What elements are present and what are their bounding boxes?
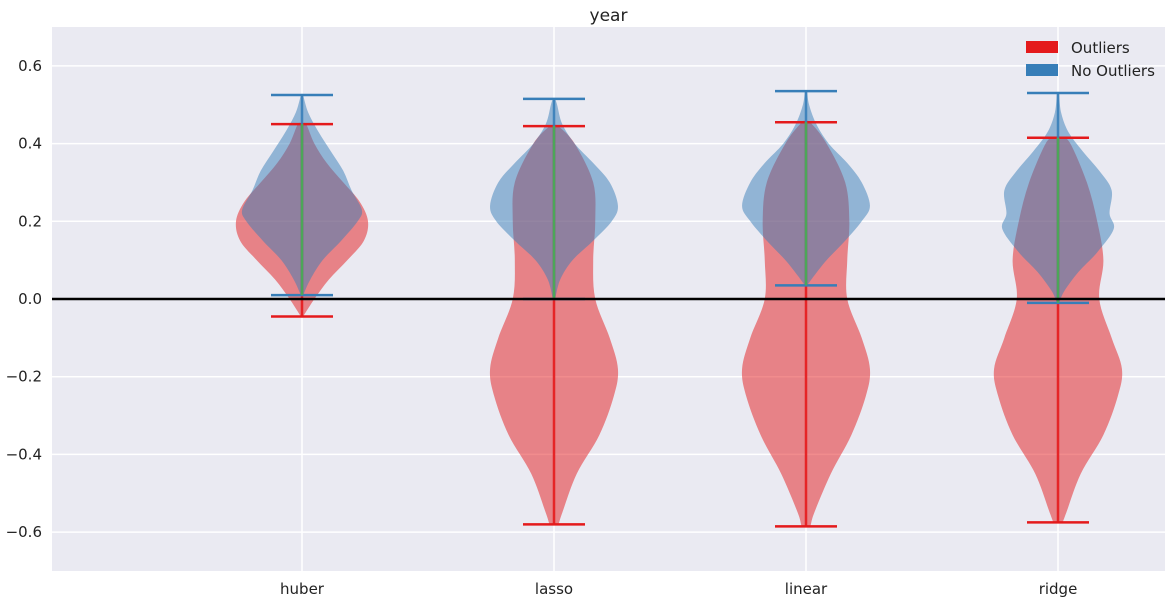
legend-label: No Outliers <box>1071 62 1155 80</box>
chart-title: year <box>590 6 628 26</box>
legend-item-outliers[interactable]: Outliers <box>1026 39 1130 57</box>
x-tick-label-lasso: lasso <box>535 580 573 598</box>
y-tick-label: 0.4 <box>18 135 42 153</box>
violins <box>52 89 1165 528</box>
legend[interactable]: Outliers No Outliers <box>1026 39 1155 80</box>
legend-item-no-outliers[interactable]: No Outliers <box>1026 62 1155 80</box>
overlap-stems <box>300 122 1060 303</box>
y-tick-label: 0.2 <box>18 212 42 230</box>
tick-labels: −0.6 −0.4 −0.2 0.0 0.2 0.4 0.6 huber lasso linear… <box>6 57 1078 598</box>
y-tick-label: −0.4 <box>6 445 42 463</box>
y-tick-label: 0.6 <box>18 57 42 75</box>
x-tick-label-ridge: ridge <box>1039 580 1078 598</box>
y-tick-label: −0.2 <box>6 368 42 386</box>
legend-swatch <box>1026 41 1058 53</box>
legend-label: Outliers <box>1071 39 1130 57</box>
y-tick-label: 0.0 <box>18 290 42 308</box>
x-tick-label-huber: huber <box>280 580 325 598</box>
y-tick-label: −0.6 <box>6 523 42 541</box>
x-tick-label-linear: linear <box>785 580 828 598</box>
legend-swatch <box>1026 64 1058 76</box>
